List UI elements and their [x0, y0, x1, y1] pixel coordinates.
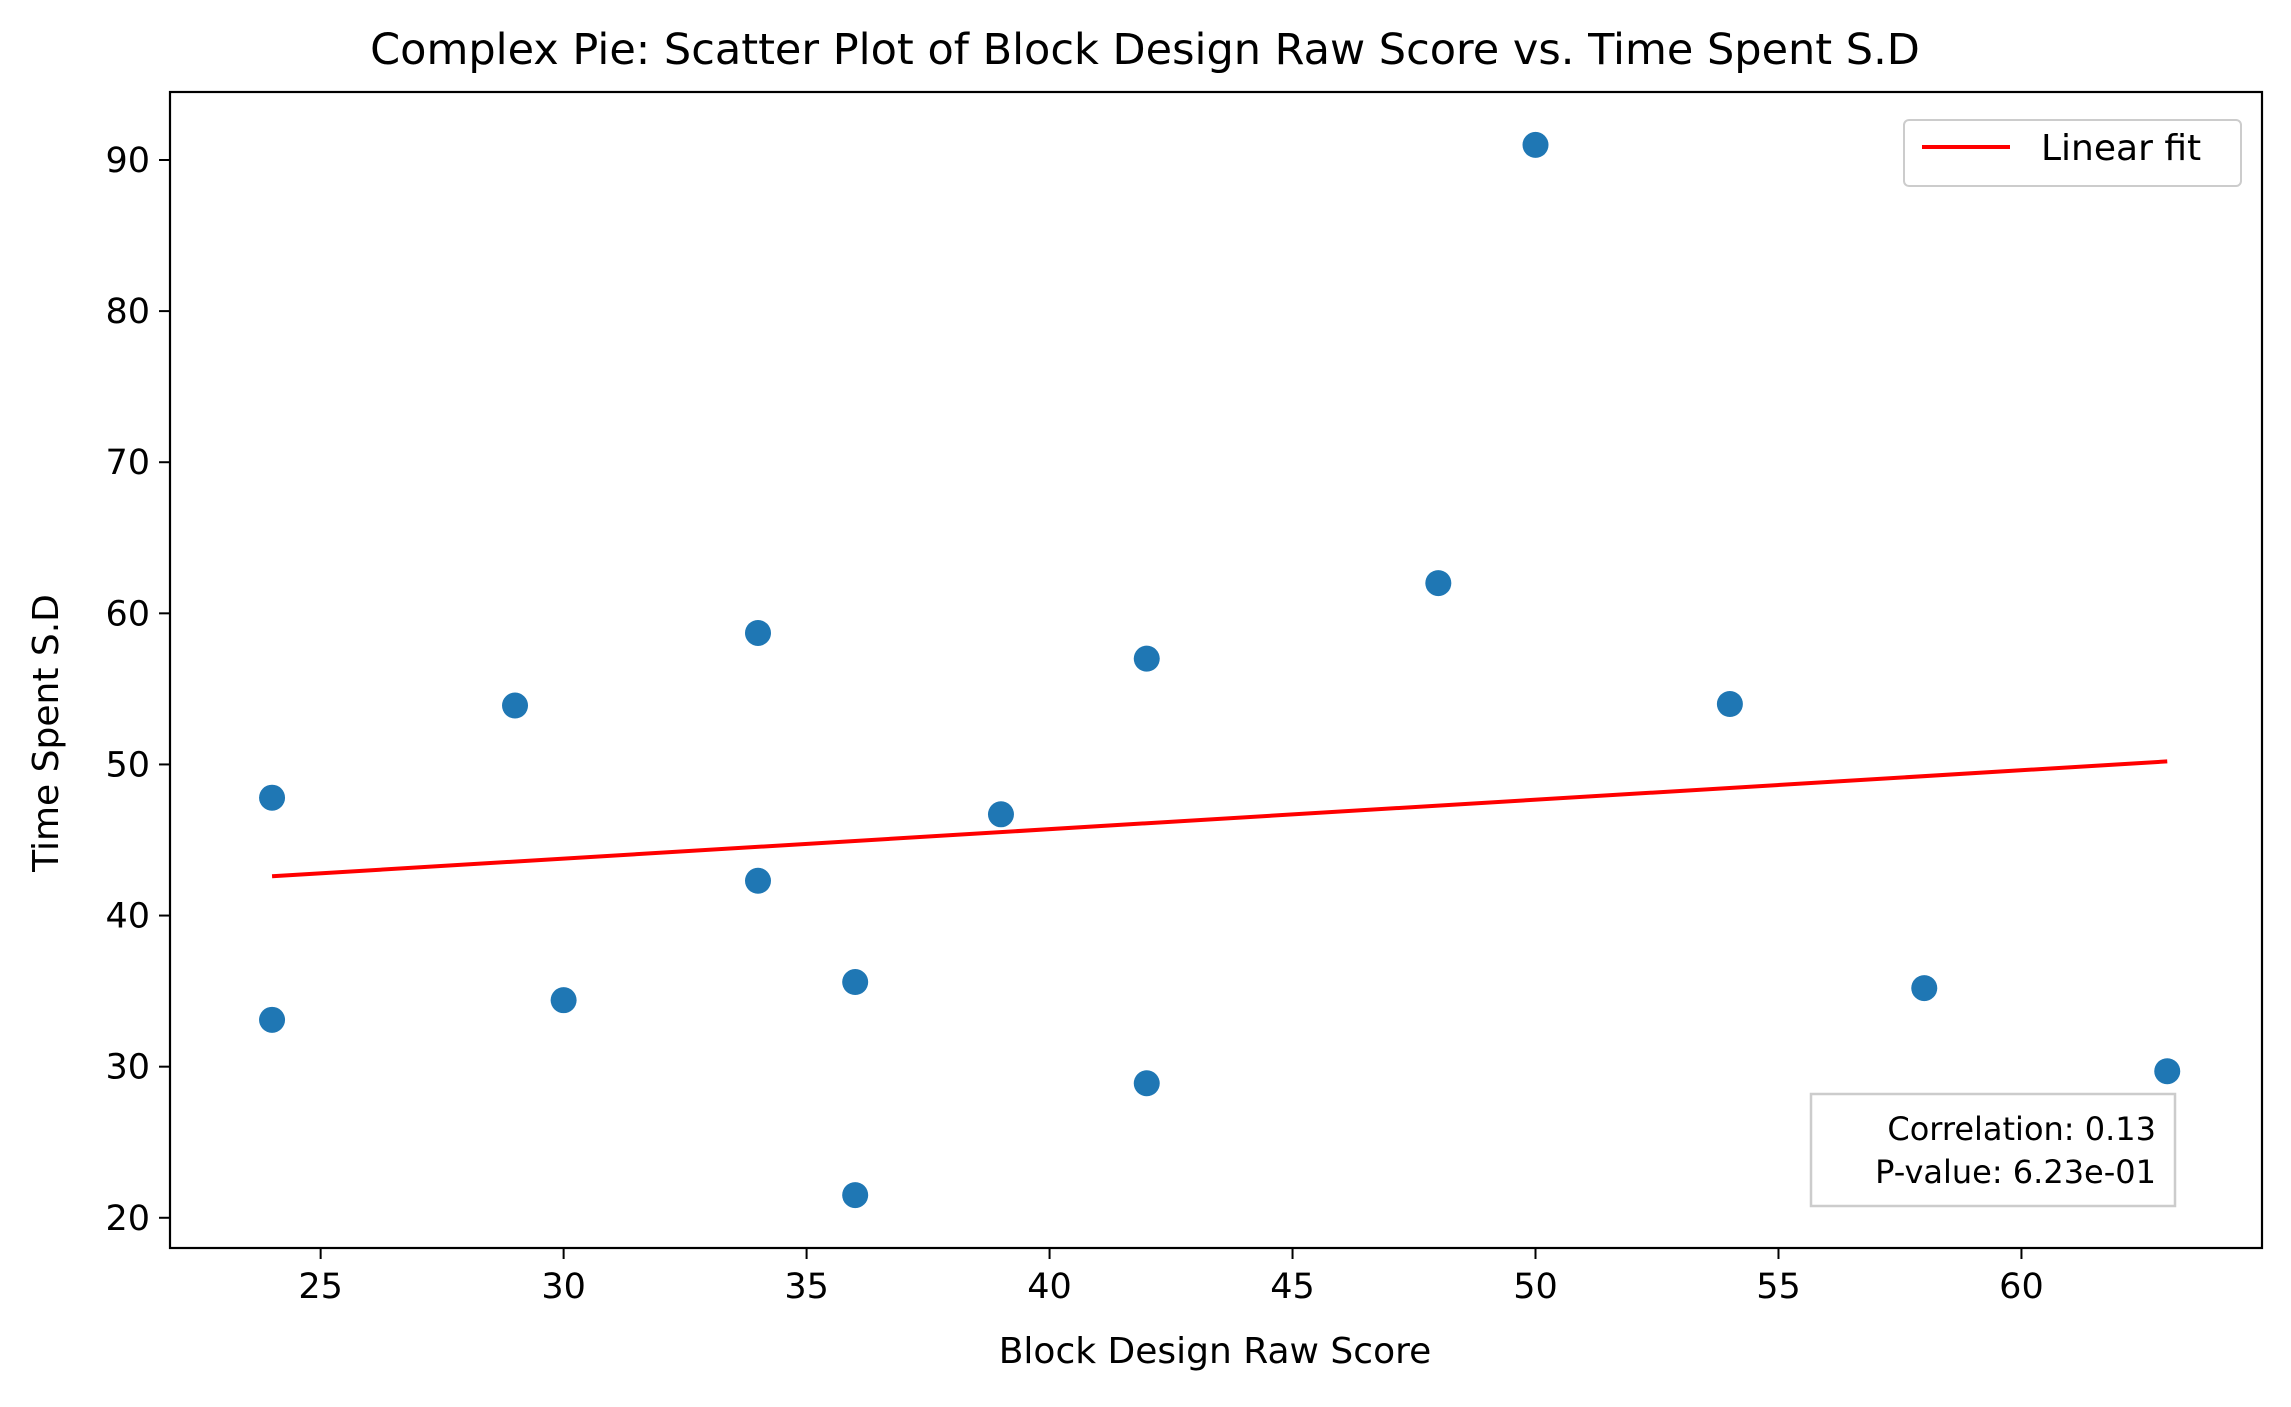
scatter-points [259, 131, 2181, 1209]
legend-box [1903, 119, 2242, 187]
x-tick-label: 60 [1999, 1267, 2044, 1307]
scatter-point [842, 969, 869, 996]
y-axis-label: Time Spent S.D [26, 594, 67, 873]
scatter-point [259, 784, 286, 811]
stats-annotation-box [1809, 1092, 2177, 1208]
plot-area [168, 90, 2264, 1250]
legend-entry-linear-fit: Linear fit [2041, 128, 2201, 169]
chart-title: Complex Pie: Scatter Plot of Block Desig… [370, 25, 1920, 75]
y-tick-label: 50 [105, 745, 150, 785]
scatter-point [1716, 691, 1743, 717]
plot-frame [168, 90, 2264, 1250]
y-tick-label: 70 [105, 443, 150, 483]
linear-fit-line [271, 759, 2168, 879]
scatter-point [1911, 975, 1938, 1002]
scatter-point [987, 801, 1014, 828]
x-tick-label: 25 [298, 1267, 343, 1307]
y-tick-label: 90 [105, 141, 150, 181]
scatter-point [259, 1006, 286, 1033]
scatter-point [2154, 1058, 2181, 1085]
x-tick-label: 35 [784, 1267, 829, 1307]
scatter-point [744, 619, 771, 646]
scatter-point [1522, 131, 1549, 158]
y-tick-label: 30 [105, 1048, 150, 1088]
x-tick-label: 50 [1513, 1267, 1558, 1307]
scatter-point [502, 692, 529, 719]
y-tick-label: 60 [105, 594, 150, 634]
x-tick-label: 45 [1270, 1267, 1315, 1307]
scatter-point [1425, 570, 1452, 597]
y-tick-label: 80 [105, 292, 150, 332]
y-tick-label: 20 [105, 1199, 150, 1239]
fit-line-layer [271, 759, 2168, 879]
scatter-point [744, 867, 771, 894]
legend: Linear fit [1903, 119, 2242, 187]
scatter-point [1133, 1070, 1160, 1097]
correlation-label: Correlation: 0.13 [1887, 1110, 2156, 1148]
x-axis-label: Block Design Raw Score [999, 1331, 1432, 1372]
x-axis-ticks: 25 30 35 40 45 50 55 60 [298, 1248, 2044, 1307]
y-axis-ticks: 20 30 40 50 60 70 80 90 [105, 141, 170, 1239]
stats-annotation: Correlation: 0.13 P-value: 6.23e-01 [1809, 1092, 2177, 1208]
p-value-label: P-value: 6.23e-01 [1875, 1153, 2156, 1191]
y-tick-label: 40 [105, 897, 150, 937]
x-tick-label: 30 [541, 1267, 586, 1307]
scatter-point [550, 987, 577, 1014]
x-tick-label: 55 [1756, 1267, 1801, 1307]
scatter-point [1133, 645, 1160, 672]
scatter-point [842, 1182, 869, 1209]
x-tick-label: 40 [1027, 1267, 1072, 1307]
